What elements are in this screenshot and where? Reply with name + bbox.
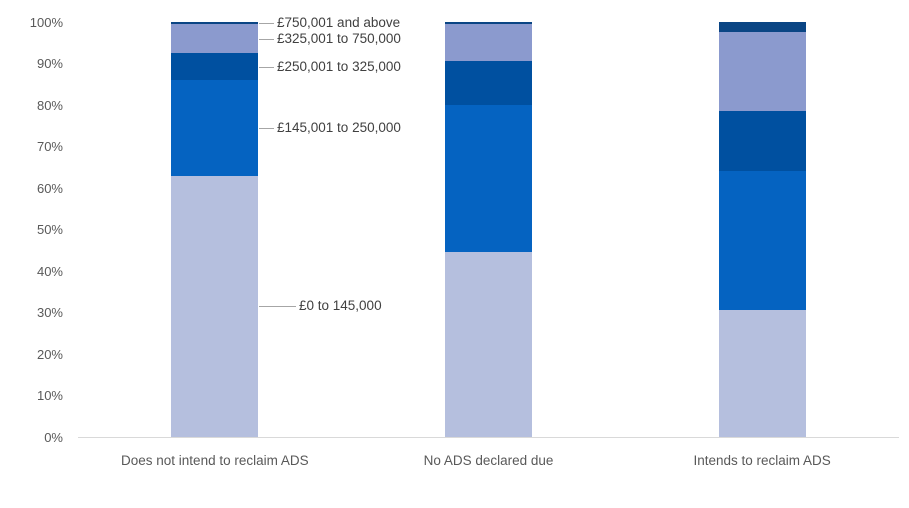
bar-segment [171,175,259,437]
y-axis-tick-label: 30% [36,305,63,320]
bar-segment [718,22,806,33]
annotation-leader-line [259,306,296,308]
y-axis-tick-label: 40% [36,263,63,279]
x-axis-category-label: Does not intend to reclaim ADS [121,453,309,468]
y-axis-tick-label: 90% [36,56,63,71]
y-axis-tick-label: 100% [29,14,63,30]
y-axis-tick-label: 80% [36,97,63,113]
y-axis-tick-label: 50% [36,222,63,237]
bar-segment [171,53,259,81]
x-axis-category-label: Intends to reclaim ADS [693,453,831,468]
x-axis-baseline [78,437,899,438]
y-axis-tick-label: 0% [44,429,63,445]
bar-segment [171,24,259,54]
y-axis-tick-label: 70% [36,139,63,154]
annotation-leader-line [259,66,274,68]
bar-segment [445,105,532,253]
bar-segment [718,310,806,437]
annotation-leader-line [259,127,274,129]
annotation-label: £145,001 to 250,000 [277,119,401,135]
x-axis-category-label: No ADS declared due [423,453,554,468]
bar-segment [718,111,806,172]
annotation-leader-line [259,38,274,40]
y-axis-tick-label: 20% [36,346,63,362]
y-axis-tick-label: 60% [36,180,63,196]
bar-segment [445,252,532,437]
bar-segment [718,171,806,311]
bar-segment [171,80,259,176]
y-axis-tick-label: 10% [36,388,63,403]
bar-segment [445,22,532,25]
annotation-label: £250,001 to 325,000 [277,58,401,74]
bar-segment [171,22,259,25]
annotation-leader-line [259,23,274,25]
bar-segment [445,61,532,105]
bar-segment [718,32,806,112]
annotation-label: £0 to 145,000 [299,298,382,314]
bar-segment [445,24,532,62]
annotation-label: £750,001 and above [277,15,401,31]
annotation-label: £325,001 to 750,000 [277,30,401,46]
